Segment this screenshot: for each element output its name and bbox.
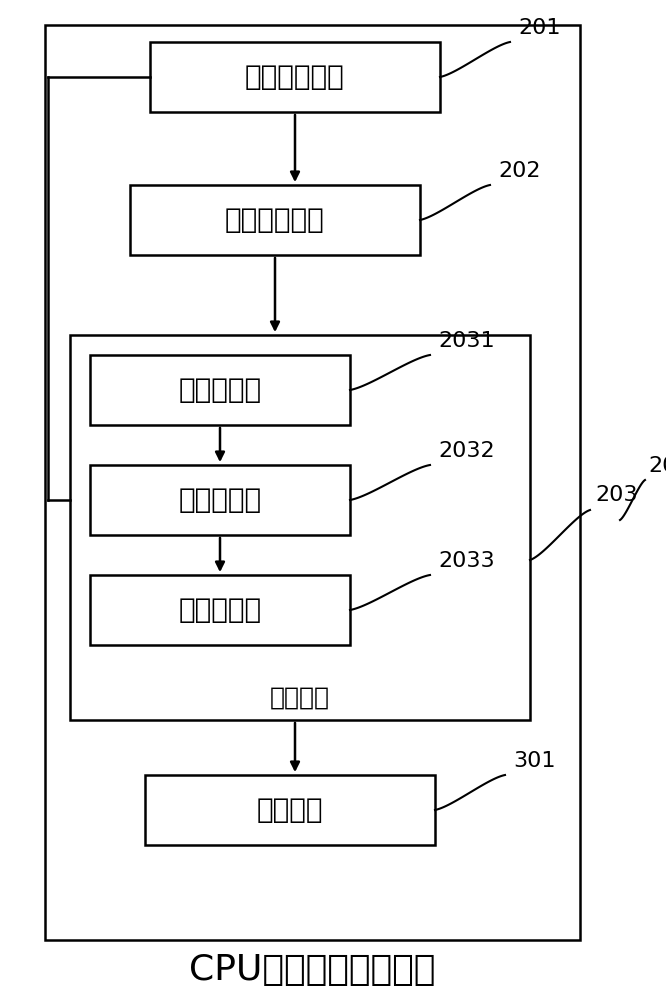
Text: 获取单元: 获取单元 xyxy=(257,796,323,824)
Text: 202: 202 xyxy=(498,161,541,181)
Text: 203: 203 xyxy=(595,485,637,505)
Text: 判断子单元: 判断子单元 xyxy=(178,596,262,624)
Text: 2031: 2031 xyxy=(438,331,495,351)
Text: 计算子单元: 计算子单元 xyxy=(178,486,262,514)
Bar xyxy=(90,355,350,425)
Text: 2032: 2032 xyxy=(438,441,495,461)
Text: 201: 201 xyxy=(518,18,561,38)
Bar xyxy=(130,185,420,255)
Text: CPU上电时序控制装置: CPU上电时序控制装置 xyxy=(189,953,436,987)
Bar xyxy=(45,25,580,940)
Text: 20: 20 xyxy=(648,456,666,476)
Text: 获取子单元: 获取子单元 xyxy=(178,376,262,404)
Bar xyxy=(90,465,350,535)
Text: 检测单元: 检测单元 xyxy=(270,686,330,710)
Bar xyxy=(90,575,350,645)
Bar xyxy=(150,42,440,112)
Bar xyxy=(70,335,530,720)
Text: 信号输出装置: 信号输出装置 xyxy=(225,206,325,234)
Text: 301: 301 xyxy=(513,751,555,771)
Text: 2033: 2033 xyxy=(438,551,495,571)
Text: 指令发送单元: 指令发送单元 xyxy=(245,63,345,91)
Bar xyxy=(145,775,435,845)
